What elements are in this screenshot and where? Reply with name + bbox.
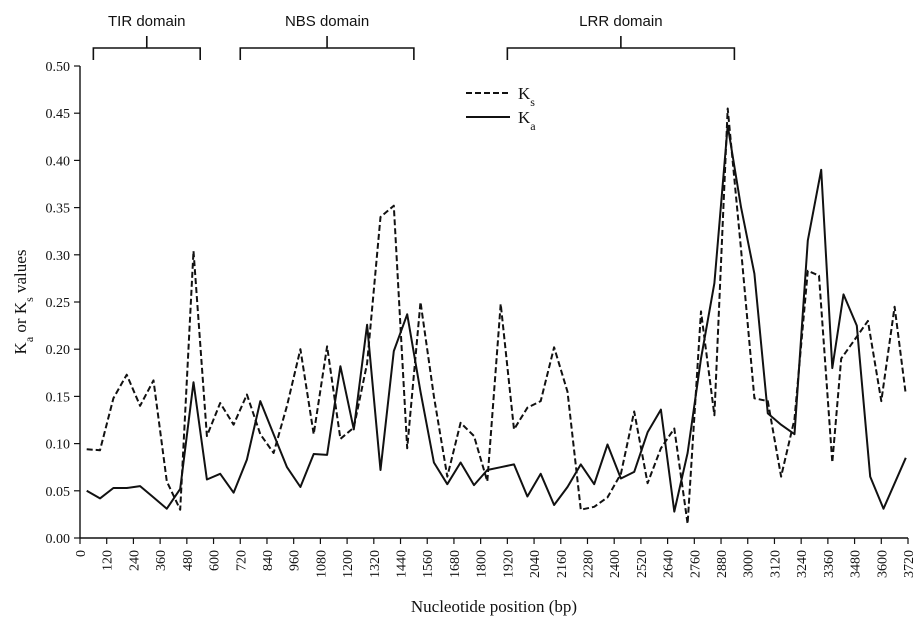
x-tick-label: 480 <box>181 550 196 571</box>
x-tick-label: 3000 <box>742 550 757 578</box>
x-tick-label: 1800 <box>475 550 490 578</box>
x-tick-label: 1680 <box>448 550 463 578</box>
domain-bracket <box>92 47 201 60</box>
x-tick-label: 2160 <box>555 550 570 578</box>
x-tick-label: 2880 <box>715 550 730 578</box>
x-tick-label: 3240 <box>795 550 810 578</box>
domain-bracket <box>506 47 736 60</box>
x-tick-label: 3720 <box>902 550 917 578</box>
y-tick-label: 0.10 <box>46 438 71 453</box>
y-axis-title-sub-a: a <box>22 336 36 342</box>
legend-label: Ka <box>518 108 536 133</box>
y-axis-title-mid: or K <box>11 301 30 337</box>
y-ticks: 0.00 0.05 0.10 0.15 0.20 0.25 0.30 0.35 0.40 0.45… <box>46 60 80 547</box>
x-tick-label: 2040 <box>528 550 543 578</box>
x-tick-label: 360 <box>154 550 169 571</box>
x-axis-title: Nucleotide position (bp) <box>411 597 577 616</box>
x-tick-label: 600 <box>208 550 223 571</box>
series <box>86 107 907 525</box>
x-tick-label: 2280 <box>581 550 596 578</box>
x-tick-label: 1440 <box>395 550 410 578</box>
domain-bracket <box>239 47 415 60</box>
y-axis-title-k1: K <box>11 341 30 354</box>
series-line-Ka <box>86 124 907 513</box>
x-tick-label: 120 <box>101 550 116 571</box>
y-tick-label: 0.45 <box>46 107 71 122</box>
x-tick-label: 2520 <box>635 550 650 578</box>
x-tick-label: 0 <box>74 550 89 557</box>
y-axis-title-sub-s: s <box>22 297 36 302</box>
y-axis-title: Ka or Ks values <box>11 250 36 355</box>
x-tick-label: 2640 <box>662 550 677 578</box>
x-tick-label: 2760 <box>688 550 703 578</box>
y-tick-label: 0.25 <box>46 296 71 311</box>
x-tick-label: 2400 <box>608 550 623 578</box>
x-tick-label: 240 <box>127 550 142 571</box>
x-tick-label: 3600 <box>875 550 890 578</box>
domain-label: NBS domain <box>285 13 369 30</box>
y-tick-label: 0.05 <box>46 485 71 500</box>
domain-annotations: TIR domain NBS domain LRR domain <box>92 13 736 60</box>
x-tick-label: 1560 <box>421 550 436 578</box>
y-tick-label: 0.50 <box>46 60 71 75</box>
domain-label: TIR domain <box>108 13 186 30</box>
y-tick-label: 0.40 <box>46 154 71 169</box>
y-tick-label: 0.15 <box>46 390 71 405</box>
y-axis-title-end: values <box>11 250 30 298</box>
x-tick-label: 3120 <box>768 550 783 578</box>
x-tick-label: 720 <box>234 550 249 571</box>
x-tick-label: 3480 <box>849 550 864 578</box>
x-tick-label: 960 <box>288 550 303 571</box>
y-tick-label: 0.00 <box>46 532 71 547</box>
x-tick-label: 840 <box>261 550 276 571</box>
x-tick-label: 1320 <box>368 550 383 578</box>
y-tick-label: 0.35 <box>46 202 71 217</box>
x-tick-label: 1920 <box>501 550 516 578</box>
y-tick-label: 0.20 <box>46 343 71 358</box>
x-tick-label: 3360 <box>822 550 837 578</box>
domain-label: LRR domain <box>579 13 662 30</box>
x-tick-label: 1200 <box>341 550 356 578</box>
y-tick-label: 0.30 <box>46 249 71 264</box>
legend-label: Ks <box>518 84 535 109</box>
x-tick-label: 1080 <box>314 550 329 578</box>
x-ticks: 0 120 240 360 480 600 720 840 960 1080 1200 1320 144… <box>74 538 917 578</box>
series-line-Ks <box>86 107 907 525</box>
